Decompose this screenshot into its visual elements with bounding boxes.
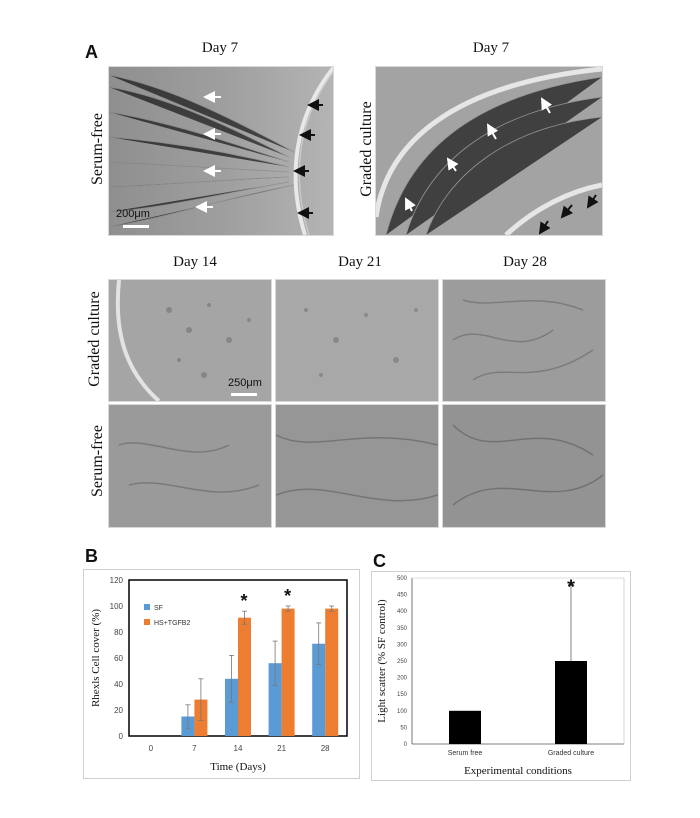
- panel-a-letter: A: [85, 42, 98, 62]
- bar-sf: [312, 643, 326, 736]
- significance-star-b: *: [284, 586, 291, 606]
- x-tick-label-b: 21: [277, 744, 286, 753]
- chart-b: 0 20 40 60 80 100 120 0 7 14 * 21 * 28 SF HS+TGFB2 Time …: [90, 576, 348, 773]
- y-tick-label-c: 100: [397, 709, 408, 715]
- y-tick-label-b: 40: [114, 680, 123, 689]
- scale-bar-label-bottom: 250μm: [228, 377, 262, 389]
- x-tick-label-c: Serum free: [448, 750, 483, 757]
- bar-hs+tgfb2: [281, 608, 295, 736]
- y-tick-label-b: 80: [114, 628, 123, 637]
- y-tick-label-b: 0: [119, 732, 124, 741]
- bar-c: [449, 710, 481, 744]
- row-label-serum-free-bottom: Serum-free: [89, 425, 106, 497]
- y-tick-label-b: 60: [114, 654, 123, 663]
- row-label-graded-bottom: Graded culture: [86, 291, 103, 387]
- y-tick-label-c: 400: [397, 609, 408, 615]
- y-tick-label-c: 500: [397, 576, 408, 582]
- y-tick-label-c: 350: [397, 626, 408, 632]
- micrograph-graded-day14: [108, 279, 272, 402]
- y-tick-label-b: 20: [114, 706, 123, 715]
- y-tick-label-c: 250: [397, 659, 408, 665]
- micrograph-graded-day7: [375, 66, 603, 236]
- bar-sf: [268, 663, 282, 736]
- y-axis-title-c: Light scatter (% SF control): [376, 599, 388, 723]
- micrograph-graded-day21: [275, 279, 439, 402]
- x-tick-label-c: Graded culture: [548, 750, 594, 757]
- row-label-graded-top: Graded culture: [358, 101, 375, 197]
- x-tick-label-b: 0: [149, 744, 154, 753]
- micrograph-serum-free-day21: [275, 404, 439, 528]
- x-axis-title-b: Time (Days): [210, 761, 266, 773]
- micrograph-serum-free-day14: [108, 404, 272, 528]
- day-label-28: Day 28: [503, 254, 547, 270]
- y-tick-label-c: 200: [397, 676, 408, 682]
- y-axis-title-b: Rhexls Cell cover (%): [90, 609, 102, 707]
- legend-label-b: HS+TGFB2: [154, 620, 190, 627]
- significance-star-c: *: [567, 577, 575, 599]
- micrograph-serum-free-day7: [108, 66, 334, 236]
- y-tick-label-c: 300: [397, 642, 408, 648]
- black-arrows: [293, 99, 323, 219]
- day-label-top-left: Day 7: [201, 40, 239, 56]
- micrograph-serum-free-day28: [442, 404, 606, 528]
- bar-c: [555, 661, 587, 744]
- x-axis-title-c: Experimental conditions: [464, 765, 572, 777]
- chart-b-box: 0 20 40 60 80 100 120 0 7 14 * 21 * 28 SF HS+TGFB2 Time …: [83, 569, 360, 779]
- x-tick-label-b: 7: [192, 744, 197, 753]
- y-tick-label-c: 0: [404, 742, 408, 748]
- bar-hs+tgfb2: [238, 617, 251, 736]
- legend-swatch-b: [144, 604, 150, 610]
- day-label-top-right: Day 7: [472, 40, 510, 56]
- day-label-21: Day 21: [338, 254, 382, 270]
- x-tick-label-b: 14: [234, 744, 243, 753]
- significance-star-b: *: [240, 591, 247, 611]
- micrograph-graded-day28: [442, 279, 606, 402]
- legend-swatch-b: [144, 619, 150, 625]
- y-tick-label-c: 150: [397, 692, 408, 698]
- legend-label-b: SF: [154, 605, 163, 612]
- x-tick-label-b: 28: [321, 744, 330, 753]
- y-tick-label-b: 120: [110, 576, 124, 585]
- y-tick-label-c: 450: [397, 593, 408, 599]
- bar-hs+tgfb2: [325, 608, 339, 736]
- row-label-serum-free-top: Serum-free: [89, 113, 106, 185]
- chart-c: 0 50 100 150 200 250 300 350 400 450 500 Serum free…: [376, 576, 625, 777]
- panel-c-letter: C: [373, 551, 386, 571]
- scale-bar-label-top: 200μm: [116, 208, 150, 220]
- day-label-14: Day 14: [173, 254, 217, 270]
- white-arrows: [195, 91, 221, 213]
- chart-c-box: 0 50 100 150 200 250 300 350 400 450 500 Serum free…: [371, 571, 631, 781]
- panel-b-letter: B: [85, 546, 98, 566]
- y-tick-label-c: 50: [400, 725, 407, 731]
- bar-sf: [225, 678, 238, 736]
- y-tick-label-b: 100: [110, 602, 124, 611]
